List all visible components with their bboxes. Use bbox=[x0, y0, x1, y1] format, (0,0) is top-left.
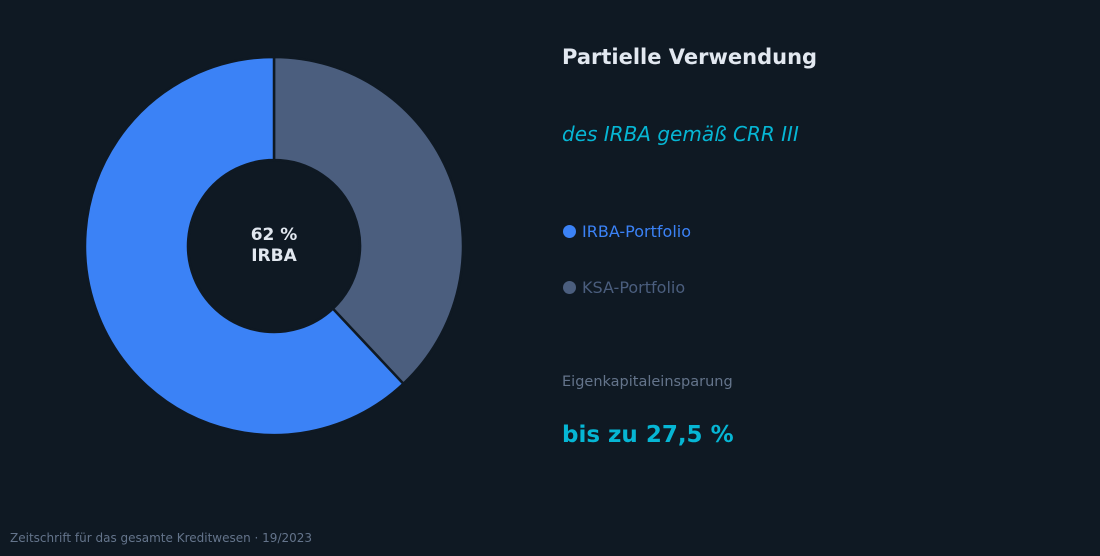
legend-item-ksa: KSA-Portfolio bbox=[562, 278, 685, 297]
donut-slice-irba bbox=[84, 56, 406, 436]
legend-dot-ksa-icon bbox=[563, 281, 576, 294]
legend-item-irba: IRBA-Portfolio bbox=[562, 222, 691, 241]
legend-label-ksa: KSA-Portfolio bbox=[582, 278, 686, 297]
legend-label-irba: IRBA-Portfolio bbox=[582, 222, 691, 241]
donut-svg bbox=[84, 56, 464, 436]
legend-dot-irba-icon bbox=[563, 225, 576, 238]
chart-title: Partielle Verwendung bbox=[562, 45, 818, 69]
source-footer: Zeitschrift für das gesamte Kreditwesen … bbox=[10, 531, 313, 545]
kpi-label: Eigenkapitaleinsparung bbox=[562, 374, 733, 390]
donut-slice-ksa bbox=[272, 56, 464, 386]
chart-subtitle: des IRBA gemäß CRR III bbox=[562, 122, 799, 146]
donut-chart: 62 % IRBA bbox=[84, 56, 464, 436]
kpi-value: bis zu 27,5 % bbox=[562, 422, 734, 448]
